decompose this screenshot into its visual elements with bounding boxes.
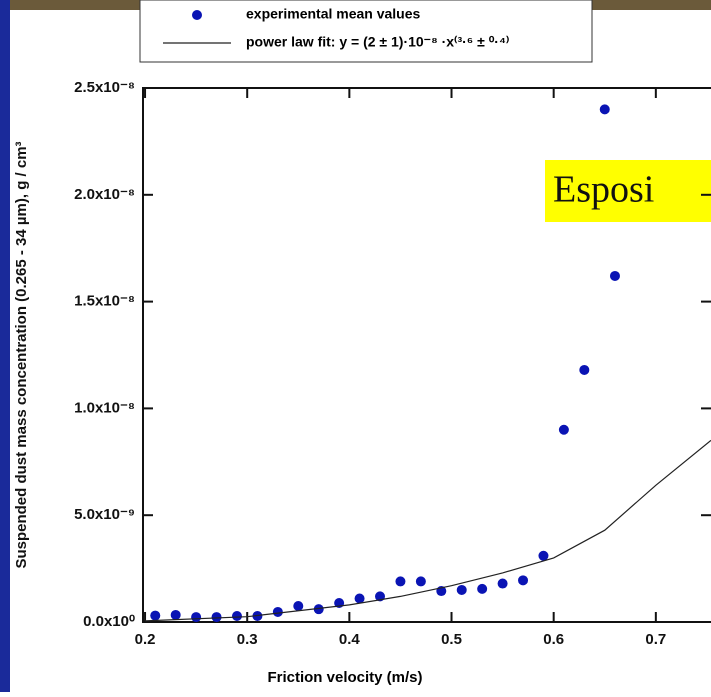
y-tick-label: 2.5x10⁻⁸ (74, 79, 135, 96)
data-point (211, 612, 222, 623)
y-tick-label: 1.5x10⁻⁸ (74, 293, 135, 310)
x-tick-label: 0.6 (543, 631, 564, 648)
y-tick-label: 1.0x10⁻⁸ (74, 399, 135, 416)
data-point (497, 578, 508, 589)
x-tick-label: 0.7 (645, 631, 666, 648)
data-point (231, 611, 242, 622)
y-tick-label: 0.0x10⁰ (83, 613, 135, 630)
y-tick-label: 2.0x10⁻⁸ (74, 186, 135, 203)
data-point (293, 600, 304, 611)
legend-label: power law fit: y = (2 ± 1)·10⁻⁸ ·x⁽³·⁶ ±… (246, 34, 509, 50)
x-tick-label: 0.3 (237, 631, 258, 648)
x-axis-title: Friction velocity (m/s) (267, 669, 422, 686)
data-point (170, 609, 181, 620)
data-point (415, 576, 426, 587)
y-tick-label: 5.0x10⁻⁹ (74, 506, 135, 523)
chart-background (10, 10, 711, 692)
x-tick-label: 0.2 (135, 631, 156, 648)
plot-frame (142, 87, 711, 623)
overlay-box (545, 160, 711, 222)
data-point (150, 610, 161, 621)
data-point (558, 424, 569, 435)
data-point (395, 576, 406, 587)
legend-label: experimental mean values (246, 6, 421, 22)
data-point (477, 583, 488, 594)
data-point (272, 606, 283, 617)
data-point (191, 612, 202, 623)
x-tick-label: 0.5 (441, 631, 462, 648)
y-axis-title: Suspended dust mass concentration (0.265… (13, 141, 30, 568)
data-point (538, 550, 549, 561)
legend-box (139, 0, 593, 63)
data-point (313, 604, 324, 615)
legend-marker (192, 10, 202, 20)
data-point (609, 270, 620, 281)
data-point (518, 575, 529, 586)
x-tick-label: 0.4 (339, 631, 361, 648)
data-point (579, 364, 590, 375)
fit-line (144, 439, 711, 622)
data-point (456, 584, 467, 595)
overlay-text: Esposi (553, 169, 654, 211)
left-strip (0, 0, 10, 692)
data-point (599, 104, 610, 115)
data-point (354, 593, 365, 604)
